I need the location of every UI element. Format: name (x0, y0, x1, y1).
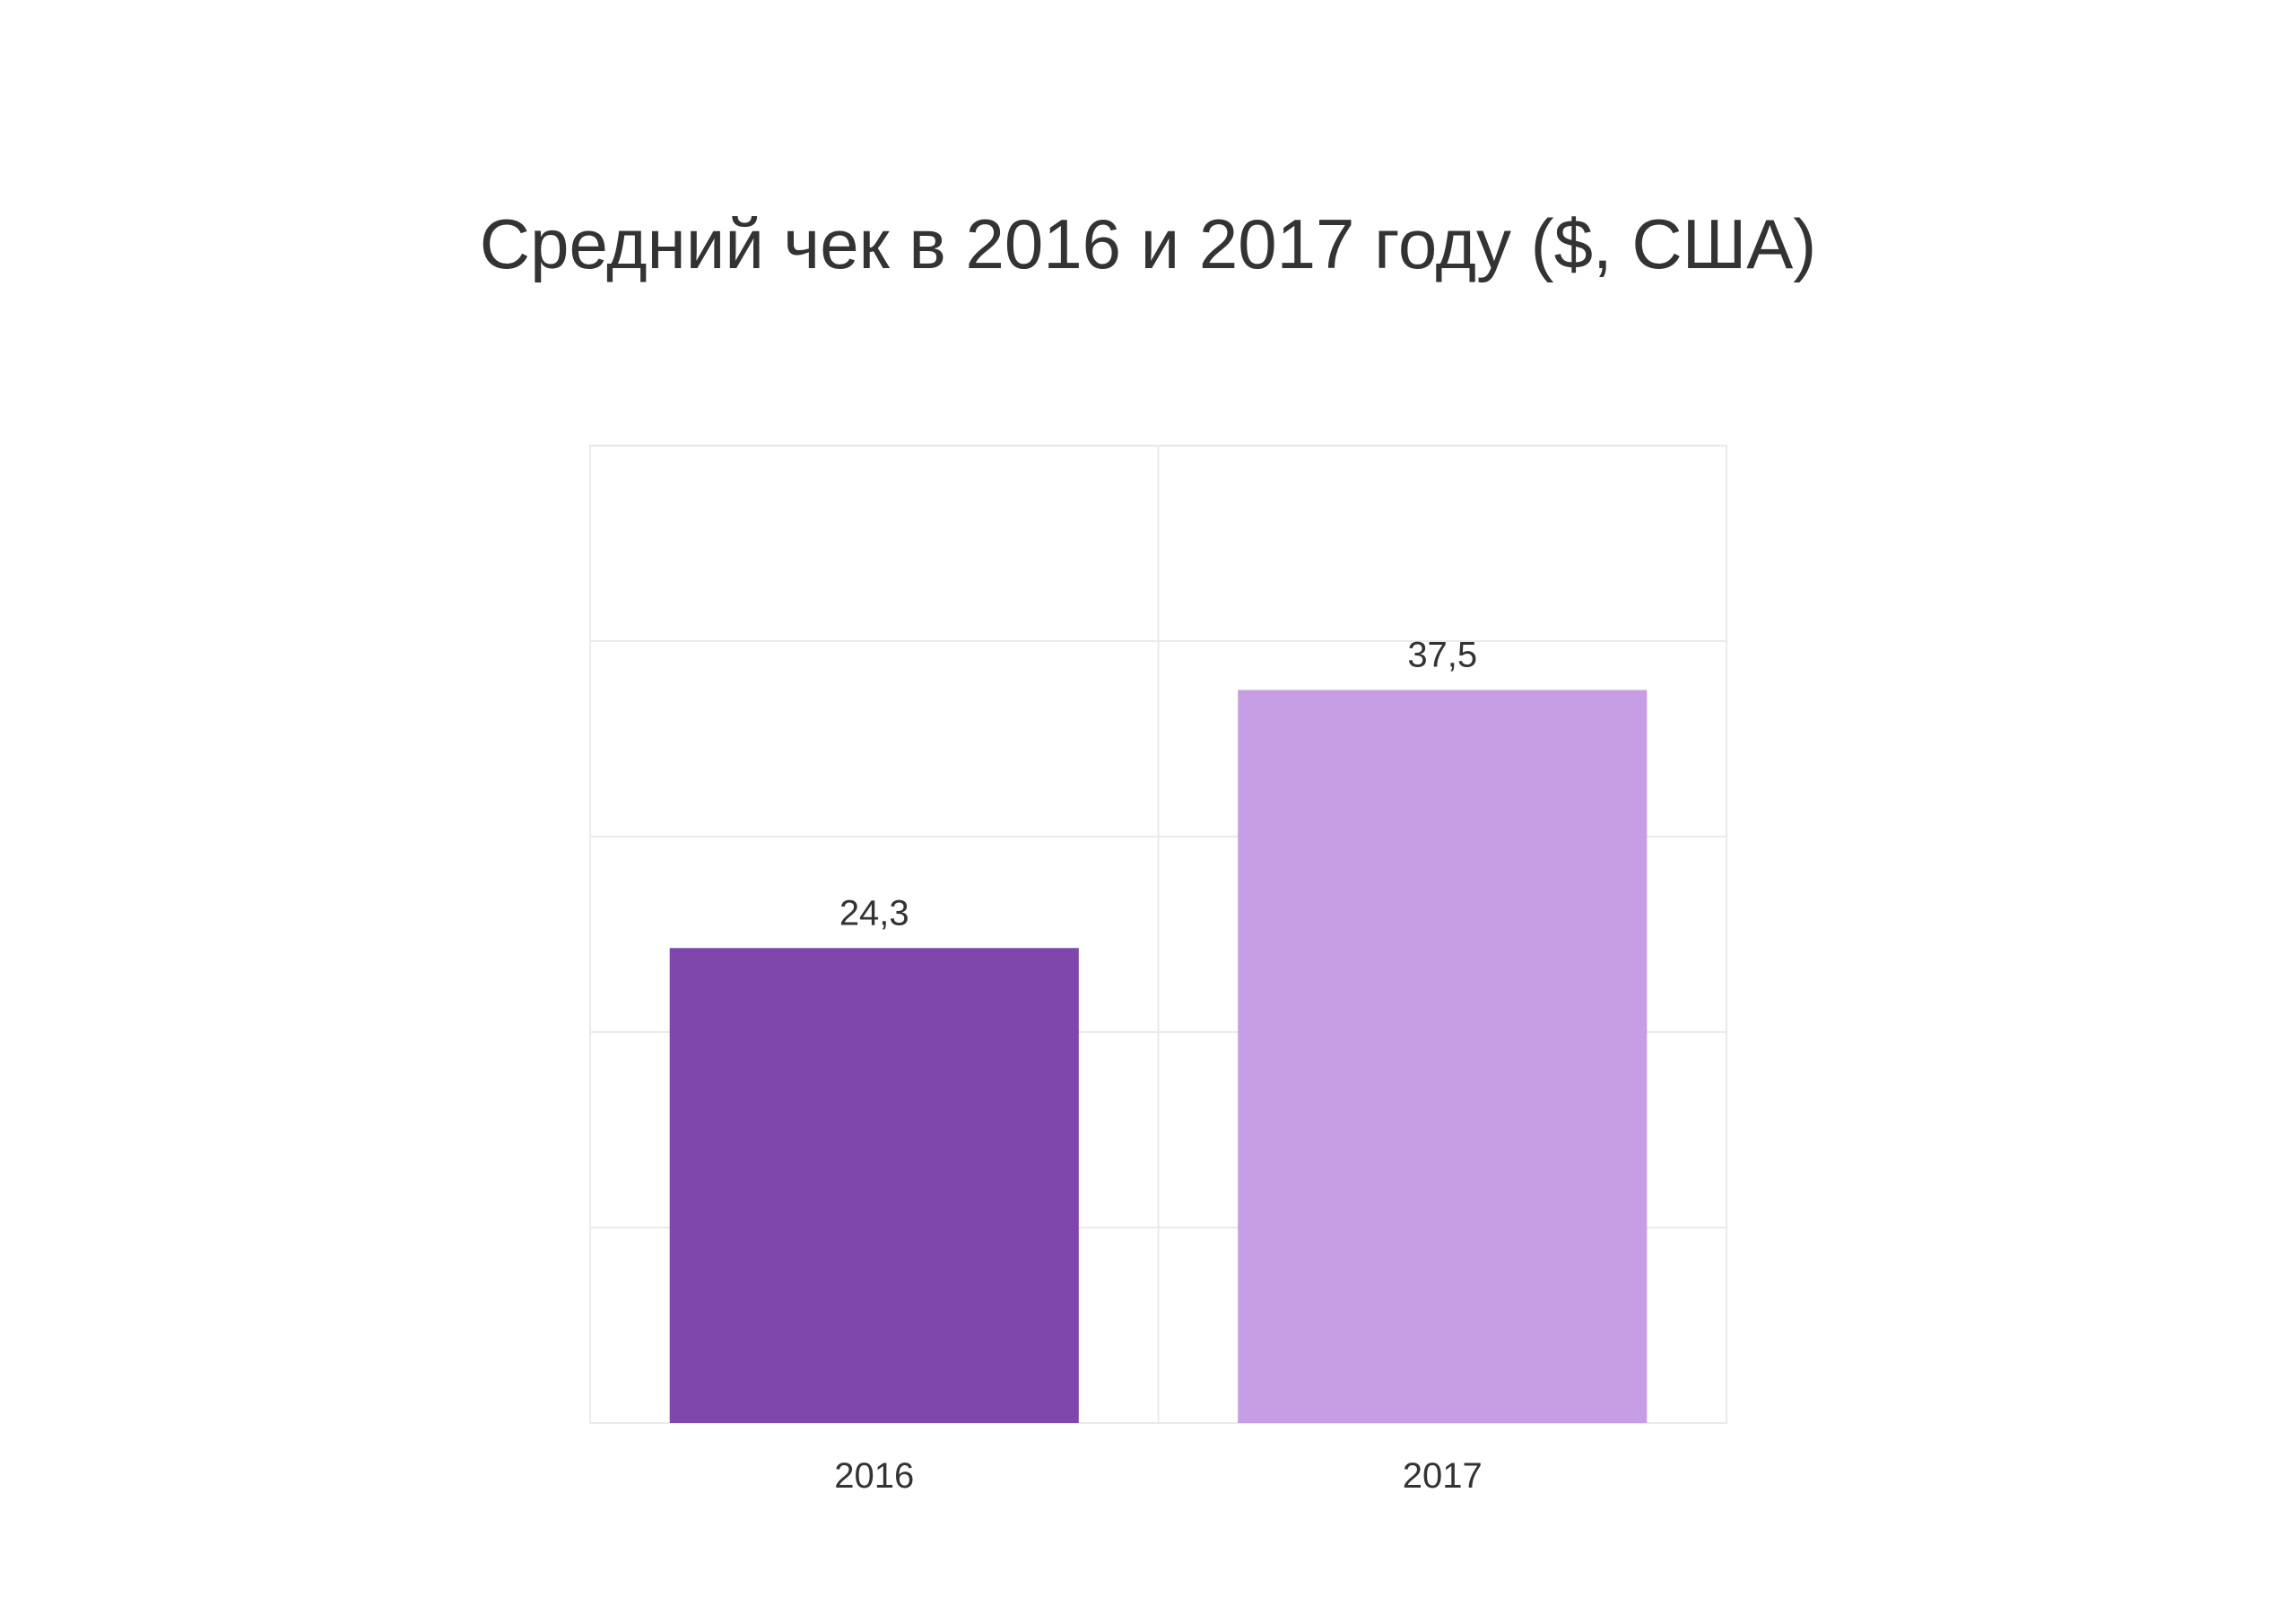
bar-2016 (669, 948, 1079, 1423)
data-label-2017: 37,5 (1407, 636, 1477, 675)
x-tick-label-2017: 2017 (1403, 1456, 1483, 1496)
data-labels: 24,3 37,5 (839, 636, 1477, 933)
bar-2017 (1238, 690, 1648, 1423)
x-tick-label-2016: 2016 (834, 1456, 914, 1496)
x-axis-ticks: 2016 2017 (834, 1456, 1482, 1496)
bars (669, 690, 1648, 1423)
chart-title: Средний чек в 2016 и 2017 году ($, США) (479, 204, 1817, 283)
data-label-2016: 24,3 (839, 893, 909, 933)
